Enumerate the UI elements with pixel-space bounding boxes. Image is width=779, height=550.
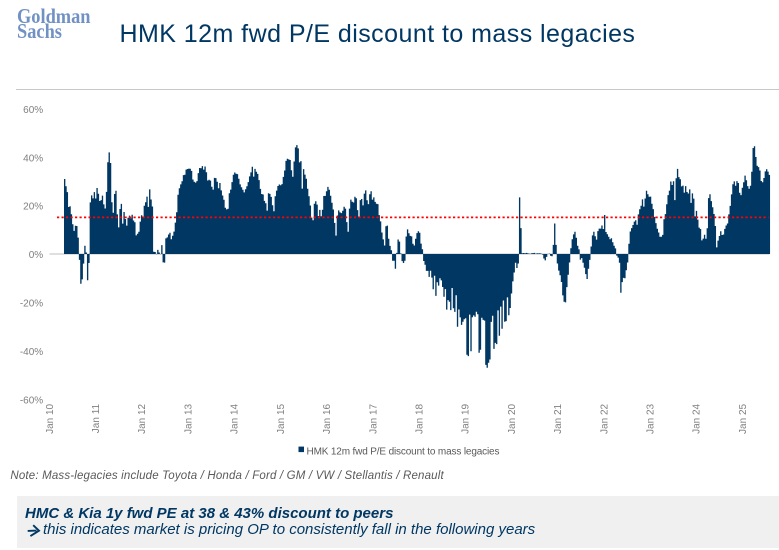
svg-text:Jan 17: Jan 17 [368,403,379,433]
svg-text:Jan 19: Jan 19 [461,403,472,433]
svg-text:Jan 24: Jan 24 [692,403,703,433]
svg-text:Jan 14: Jan 14 [230,403,241,433]
svg-text:-20%: -20% [20,299,43,310]
svg-text:Jan 13: Jan 13 [183,403,194,433]
svg-text:Jan 15: Jan 15 [276,403,287,433]
svg-text:Jan 12: Jan 12 [137,403,148,433]
svg-text:20%: 20% [23,202,43,213]
svg-text:60%: 60% [23,105,43,116]
svg-text:Jan 22: Jan 22 [599,403,610,433]
svg-text:HMK 12m fwd P/E discount to ma: HMK 12m fwd P/E discount to mass legacie… [307,446,500,457]
svg-text:Jan 21: Jan 21 [553,403,564,433]
svg-text:Jan 18: Jan 18 [414,403,425,433]
svg-text:-40%: -40% [20,347,43,358]
svg-text:40%: 40% [23,153,43,164]
svg-text:Jan 16: Jan 16 [322,403,333,433]
svg-text:Jan 11: Jan 11 [91,403,102,433]
svg-text:Jan 20: Jan 20 [507,403,518,433]
svg-text:Jan 10: Jan 10 [45,403,56,433]
svg-text:Jan 23: Jan 23 [646,403,657,433]
svg-text:-60%: -60% [20,395,43,406]
svg-text:Jan 25: Jan 25 [738,403,749,433]
svg-text:0%: 0% [29,250,44,261]
